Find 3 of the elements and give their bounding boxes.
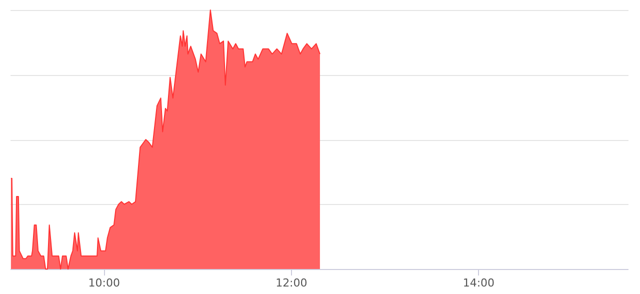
x-tick-label: 12:00 bbox=[276, 276, 308, 290]
x-tick-label: 10:00 bbox=[88, 276, 120, 290]
x-tick-label: 14:00 bbox=[462, 276, 495, 290]
